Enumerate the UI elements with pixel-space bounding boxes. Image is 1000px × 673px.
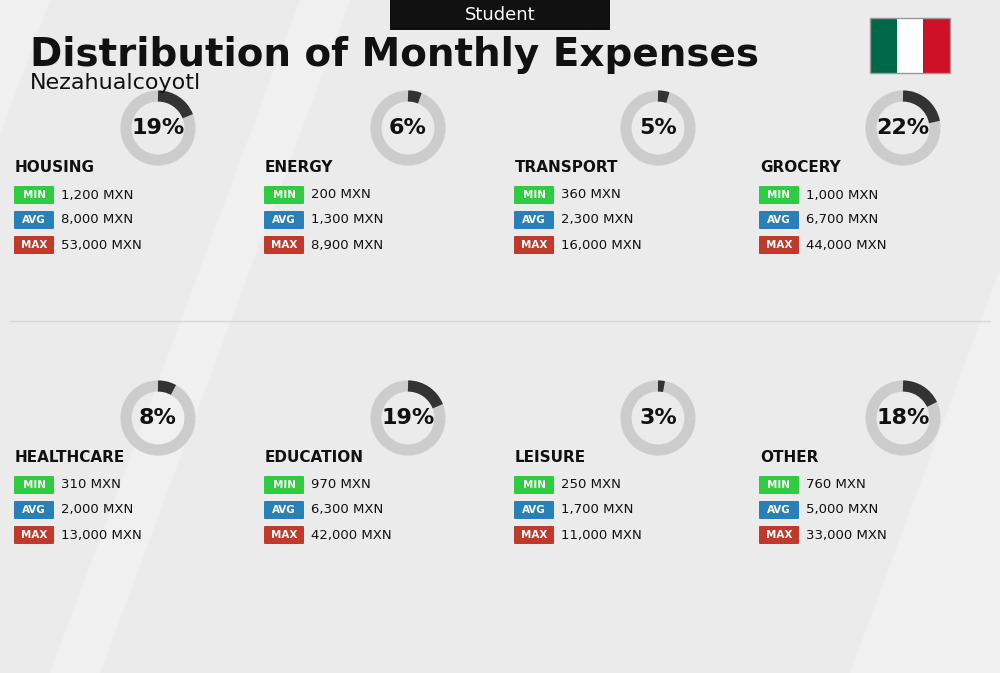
Text: Nezahualcoyotl: Nezahualcoyotl bbox=[30, 73, 201, 93]
FancyBboxPatch shape bbox=[14, 501, 54, 519]
Text: AVG: AVG bbox=[767, 505, 791, 515]
Text: 42,000 MXN: 42,000 MXN bbox=[311, 528, 392, 542]
FancyBboxPatch shape bbox=[514, 476, 554, 494]
Text: MIN: MIN bbox=[22, 190, 46, 200]
Text: 19%: 19% bbox=[381, 408, 435, 428]
Text: MIN: MIN bbox=[768, 190, 790, 200]
Text: 2,300 MXN: 2,300 MXN bbox=[561, 213, 633, 227]
Text: MAX: MAX bbox=[21, 530, 47, 540]
Text: MAX: MAX bbox=[271, 240, 297, 250]
Text: Student: Student bbox=[465, 6, 535, 24]
FancyBboxPatch shape bbox=[759, 476, 799, 494]
Text: MIN: MIN bbox=[522, 190, 546, 200]
Text: 360 MXN: 360 MXN bbox=[561, 188, 621, 201]
Polygon shape bbox=[350, 0, 850, 673]
Text: 8,000 MXN: 8,000 MXN bbox=[61, 213, 133, 227]
Text: AVG: AVG bbox=[522, 215, 546, 225]
FancyBboxPatch shape bbox=[897, 18, 923, 73]
Text: MAX: MAX bbox=[521, 240, 547, 250]
Text: AVG: AVG bbox=[767, 215, 791, 225]
FancyBboxPatch shape bbox=[264, 526, 304, 544]
Text: 53,000 MXN: 53,000 MXN bbox=[61, 238, 142, 252]
Text: MIN: MIN bbox=[22, 480, 46, 490]
Text: 3%: 3% bbox=[639, 408, 677, 428]
Text: MAX: MAX bbox=[21, 240, 47, 250]
Text: AVG: AVG bbox=[522, 505, 546, 515]
Text: AVG: AVG bbox=[272, 505, 296, 515]
Text: 5,000 MXN: 5,000 MXN bbox=[806, 503, 878, 516]
Polygon shape bbox=[600, 0, 1000, 673]
Text: 250 MXN: 250 MXN bbox=[561, 479, 621, 491]
Text: 22%: 22% bbox=[876, 118, 930, 138]
FancyBboxPatch shape bbox=[14, 526, 54, 544]
Polygon shape bbox=[100, 0, 600, 673]
FancyBboxPatch shape bbox=[514, 501, 554, 519]
Text: GROCERY: GROCERY bbox=[760, 160, 841, 176]
Text: 8%: 8% bbox=[139, 408, 177, 428]
Polygon shape bbox=[0, 0, 300, 673]
Text: MIN: MIN bbox=[272, 480, 296, 490]
Text: Distribution of Monthly Expenses: Distribution of Monthly Expenses bbox=[30, 36, 759, 74]
Text: 8,900 MXN: 8,900 MXN bbox=[311, 238, 383, 252]
FancyBboxPatch shape bbox=[759, 236, 799, 254]
FancyBboxPatch shape bbox=[759, 211, 799, 229]
Text: MAX: MAX bbox=[271, 530, 297, 540]
Text: 200 MXN: 200 MXN bbox=[311, 188, 371, 201]
Text: 970 MXN: 970 MXN bbox=[311, 479, 371, 491]
FancyBboxPatch shape bbox=[514, 236, 554, 254]
Text: 6%: 6% bbox=[389, 118, 427, 138]
Text: 16,000 MXN: 16,000 MXN bbox=[561, 238, 642, 252]
Text: 2,000 MXN: 2,000 MXN bbox=[61, 503, 133, 516]
Text: MIN: MIN bbox=[768, 480, 790, 490]
Text: MIN: MIN bbox=[272, 190, 296, 200]
FancyBboxPatch shape bbox=[14, 236, 54, 254]
Text: 1,700 MXN: 1,700 MXN bbox=[561, 503, 633, 516]
Text: 6,700 MXN: 6,700 MXN bbox=[806, 213, 878, 227]
Text: LEISURE: LEISURE bbox=[515, 450, 586, 466]
FancyBboxPatch shape bbox=[264, 501, 304, 519]
Text: ENERGY: ENERGY bbox=[265, 160, 334, 176]
FancyBboxPatch shape bbox=[264, 186, 304, 204]
Text: HOUSING: HOUSING bbox=[15, 160, 95, 176]
Text: 6,300 MXN: 6,300 MXN bbox=[311, 503, 383, 516]
Text: 760 MXN: 760 MXN bbox=[806, 479, 866, 491]
FancyBboxPatch shape bbox=[514, 186, 554, 204]
FancyBboxPatch shape bbox=[759, 526, 799, 544]
Text: AVG: AVG bbox=[22, 215, 46, 225]
Text: 11,000 MXN: 11,000 MXN bbox=[561, 528, 642, 542]
Text: MAX: MAX bbox=[521, 530, 547, 540]
FancyBboxPatch shape bbox=[264, 211, 304, 229]
FancyBboxPatch shape bbox=[514, 211, 554, 229]
FancyBboxPatch shape bbox=[390, 0, 610, 30]
Text: 5%: 5% bbox=[639, 118, 677, 138]
FancyBboxPatch shape bbox=[14, 186, 54, 204]
FancyBboxPatch shape bbox=[264, 236, 304, 254]
Text: 13,000 MXN: 13,000 MXN bbox=[61, 528, 142, 542]
FancyBboxPatch shape bbox=[870, 18, 897, 73]
Text: 1,200 MXN: 1,200 MXN bbox=[61, 188, 133, 201]
FancyBboxPatch shape bbox=[514, 526, 554, 544]
Text: MAX: MAX bbox=[766, 530, 792, 540]
FancyBboxPatch shape bbox=[14, 476, 54, 494]
FancyBboxPatch shape bbox=[759, 501, 799, 519]
FancyBboxPatch shape bbox=[264, 476, 304, 494]
Text: 1,000 MXN: 1,000 MXN bbox=[806, 188, 878, 201]
Text: 18%: 18% bbox=[876, 408, 930, 428]
Text: 19%: 19% bbox=[131, 118, 185, 138]
FancyBboxPatch shape bbox=[14, 211, 54, 229]
Text: HEALTHCARE: HEALTHCARE bbox=[15, 450, 125, 466]
Text: 1,300 MXN: 1,300 MXN bbox=[311, 213, 383, 227]
Text: AVG: AVG bbox=[272, 215, 296, 225]
FancyBboxPatch shape bbox=[759, 186, 799, 204]
Text: TRANSPORT: TRANSPORT bbox=[515, 160, 618, 176]
FancyBboxPatch shape bbox=[923, 18, 950, 73]
Text: 33,000 MXN: 33,000 MXN bbox=[806, 528, 887, 542]
Text: MAX: MAX bbox=[766, 240, 792, 250]
Text: EDUCATION: EDUCATION bbox=[265, 450, 364, 466]
Text: 310 MXN: 310 MXN bbox=[61, 479, 121, 491]
Text: 44,000 MXN: 44,000 MXN bbox=[806, 238, 887, 252]
Text: OTHER: OTHER bbox=[760, 450, 818, 466]
Text: AVG: AVG bbox=[22, 505, 46, 515]
Text: MIN: MIN bbox=[522, 480, 546, 490]
